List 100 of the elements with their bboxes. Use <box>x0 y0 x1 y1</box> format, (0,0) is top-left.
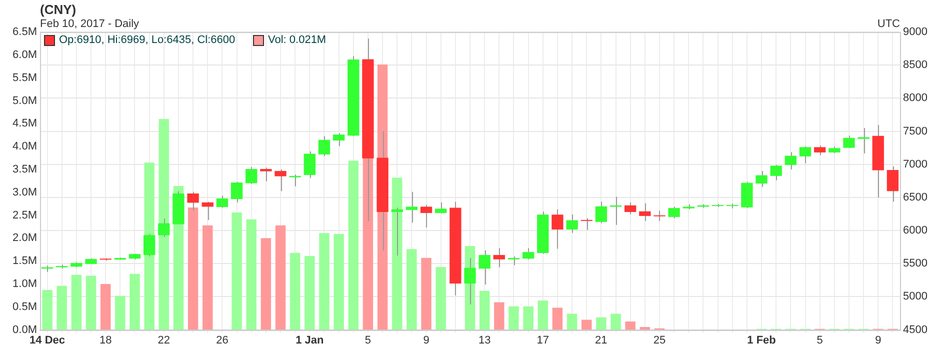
candlestick <box>406 191 418 224</box>
x-tick-label: 14 Dec <box>30 334 66 346</box>
bar <box>86 276 96 330</box>
candlestick <box>435 202 447 214</box>
y-tick-label: 5.0M <box>12 94 37 107</box>
chart-subtitle: Feb 10, 2017 - Daily <box>40 18 140 30</box>
bar <box>115 296 126 330</box>
candlestick <box>668 206 680 219</box>
y-tick-label: 5.5M <box>12 72 37 84</box>
candlestick <box>522 248 534 260</box>
annotation: Op:6910, Hi:6969, Lo:6435, Cl:6600 <box>59 34 236 46</box>
candlestick <box>784 152 797 170</box>
candlestick <box>260 167 272 182</box>
candlestick <box>580 218 592 230</box>
candlestick <box>202 201 214 220</box>
x-tick-label: 5 <box>816 334 823 346</box>
annotation: Vol: 0.021M <box>268 34 326 46</box>
candlestick <box>493 248 505 268</box>
bar <box>508 306 519 330</box>
y2-tick-label: 7500 <box>903 125 928 138</box>
x-tick-label: 17 <box>536 334 550 346</box>
y-tick-label: 1.5M <box>12 255 37 268</box>
bar <box>56 286 67 330</box>
y-tick-label: 0.5M <box>12 300 37 313</box>
bar <box>319 233 330 330</box>
candlestick <box>187 191 199 212</box>
bar <box>290 252 300 330</box>
y2-tick-label: 5500 <box>903 258 928 270</box>
y2-tick-label: 7000 <box>903 158 928 170</box>
bar <box>552 308 563 330</box>
x-tick-label: 22 <box>158 334 170 346</box>
x-tick-label: 26 <box>216 334 228 346</box>
candlestick <box>304 150 316 178</box>
y2-tick-label: 5000 <box>903 290 928 303</box>
y2-tick-label: 6500 <box>903 191 928 204</box>
candlestick <box>814 144 826 156</box>
candlestick <box>246 166 258 184</box>
candlestick <box>143 234 156 257</box>
bar <box>42 290 52 330</box>
y2-tick-label: 9000 <box>903 26 928 38</box>
bar <box>625 322 636 330</box>
bar <box>334 234 344 330</box>
candlestick <box>843 135 855 149</box>
candlestick <box>216 195 228 208</box>
x-tick-label: 25 <box>653 334 666 346</box>
bar <box>158 119 169 330</box>
bar <box>610 314 621 330</box>
candlestick <box>756 170 768 188</box>
bar <box>232 212 242 330</box>
bar <box>494 302 504 330</box>
candlestick <box>158 218 170 238</box>
candlestick <box>318 136 330 157</box>
candlestick <box>478 250 490 285</box>
x-tick-label: 5 <box>364 334 372 346</box>
candlestick <box>274 168 286 192</box>
y-tick-label: 1.0M <box>12 278 37 290</box>
y2-tick-label: 6000 <box>903 224 928 237</box>
y2-tick-label: 4500 <box>903 324 928 336</box>
bar <box>596 317 606 330</box>
bar <box>71 274 82 330</box>
bar <box>246 219 256 330</box>
x-tick-label: 1 Feb <box>747 334 776 346</box>
bar <box>392 178 402 330</box>
candlestick <box>799 146 812 164</box>
x-tick-label: 18 <box>99 334 112 346</box>
y-tick-label: 2.0M <box>12 232 37 244</box>
bar <box>304 256 315 330</box>
x-tick-label: 9 <box>875 334 882 346</box>
candlestick <box>332 132 345 147</box>
candlestick <box>230 181 243 203</box>
candlestick <box>420 204 432 228</box>
candlestick <box>391 207 403 256</box>
y-tick-label: 6.0M <box>12 48 37 61</box>
candlestick <box>639 202 651 222</box>
text: UTC <box>877 18 900 30</box>
x-tick-label: 21 <box>595 334 608 346</box>
y2-tick-label: 8000 <box>903 92 928 104</box>
bar <box>566 314 578 330</box>
candlestick <box>595 201 608 224</box>
y-tick-label: 3.0M <box>12 186 37 198</box>
bar <box>479 290 490 330</box>
bar <box>582 320 592 330</box>
bar <box>275 225 286 330</box>
y-tick-label: 0.0M <box>12 324 37 336</box>
chart-title: (CNY) <box>40 2 76 17</box>
candlestick <box>624 202 636 215</box>
bar <box>202 225 213 330</box>
x-tick-label: 9 <box>423 334 430 346</box>
y-tick-label: 4.5M <box>12 118 37 130</box>
bar <box>100 284 111 330</box>
candlestick <box>858 127 870 154</box>
bar <box>436 267 446 330</box>
y-tick-label: 4.0M <box>12 140 37 153</box>
candlestick <box>552 208 564 250</box>
candlestick <box>566 214 578 234</box>
bar <box>421 258 432 330</box>
y-tick-label: 2.5M <box>12 209 37 222</box>
candlestick <box>654 210 666 222</box>
x-tick-label: 1 Jan <box>296 334 324 346</box>
bar <box>188 207 198 330</box>
